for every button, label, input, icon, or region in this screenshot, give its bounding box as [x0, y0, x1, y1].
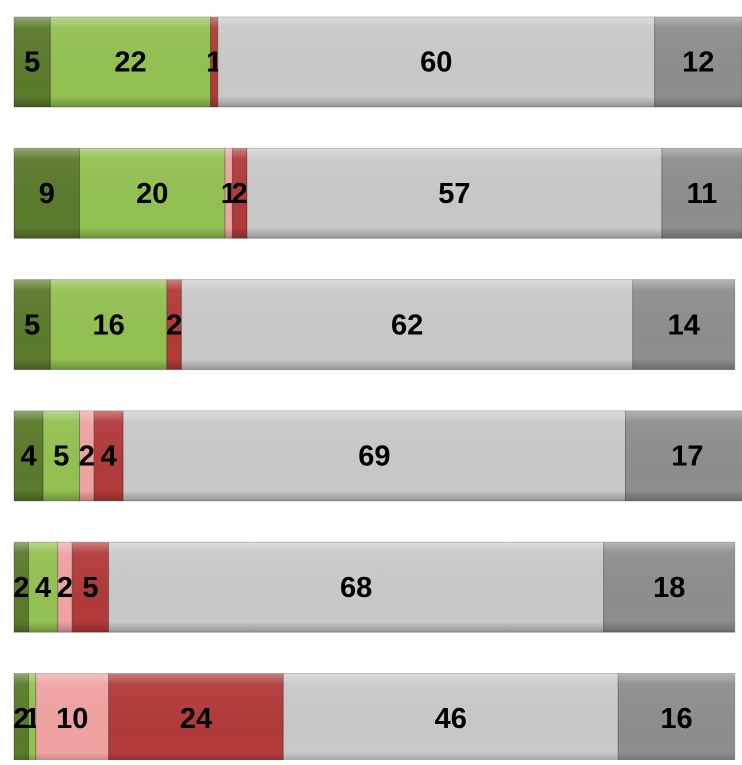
- data-label: 69: [358, 441, 390, 473]
- data-label: 4: [20, 441, 36, 473]
- data-label: 2: [232, 178, 248, 210]
- data-label: 22: [114, 47, 146, 79]
- data-label: 16: [660, 703, 692, 735]
- data-label: 2: [79, 441, 95, 473]
- data-label: 57: [438, 178, 470, 210]
- data-label: 20: [136, 178, 168, 210]
- data-label: 2: [57, 572, 73, 604]
- data-label: 2: [13, 703, 29, 735]
- data-label: 2: [166, 309, 182, 341]
- data-label: 24: [180, 703, 212, 735]
- data-label: 5: [24, 309, 40, 341]
- data-label: 18: [653, 572, 685, 604]
- data-label: 16: [93, 309, 125, 341]
- data-label: 4: [35, 572, 51, 604]
- data-label: 60: [420, 47, 452, 79]
- data-label: 12: [682, 47, 714, 79]
- data-label: 2: [13, 572, 29, 604]
- data-label: 68: [340, 572, 372, 604]
- data-label: 5: [82, 572, 98, 604]
- data-label: 14: [668, 309, 700, 341]
- data-label: 5: [24, 47, 40, 79]
- data-label: 4: [101, 441, 117, 473]
- data-label: 11: [687, 178, 718, 210]
- data-label: 9: [39, 178, 55, 210]
- data-label: 62: [391, 309, 423, 341]
- data-label: 46: [435, 703, 467, 735]
- data-label: 17: [671, 441, 703, 473]
- data-label: 10: [56, 703, 88, 735]
- data-label: 5: [53, 441, 69, 473]
